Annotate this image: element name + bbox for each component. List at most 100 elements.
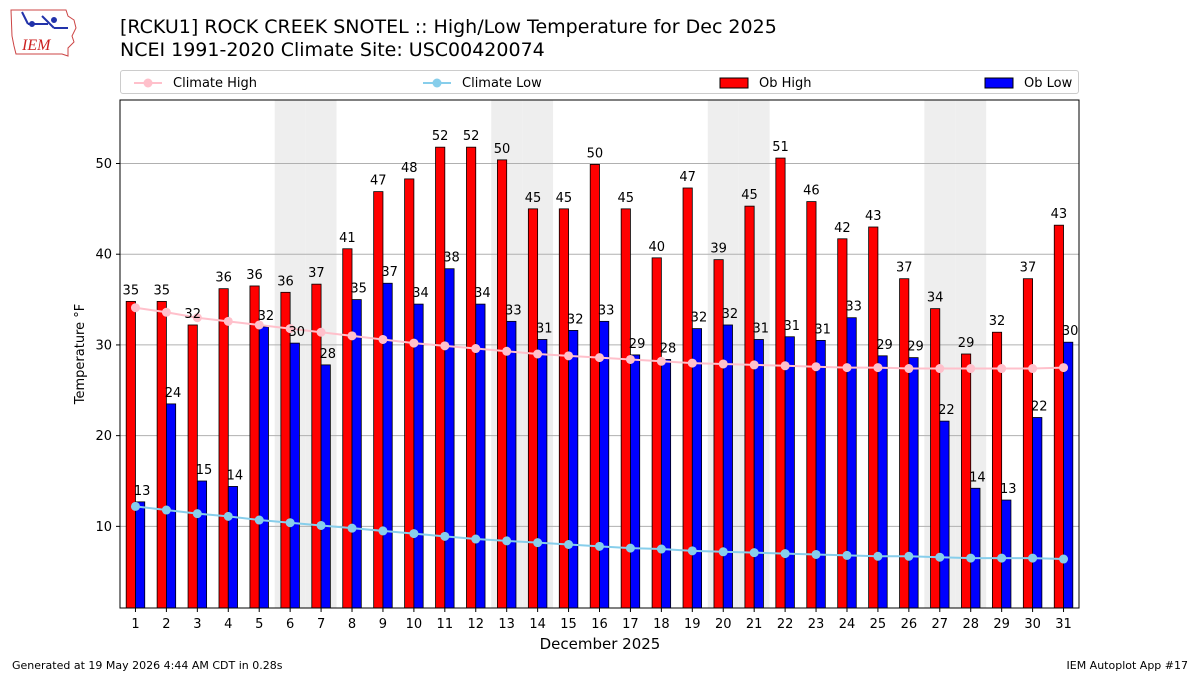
ob-high-value-label: 45 <box>741 188 758 203</box>
climate-high-point <box>316 327 326 337</box>
x-tick-label: 2 <box>162 617 170 632</box>
ob-low-bar <box>599 320 610 609</box>
chart-title: [RCKU1] ROCK CREEK SNOTEL :: High/Low Te… <box>120 16 777 38</box>
legend-item-ob-high: Ob High <box>719 74 812 92</box>
x-tick-label: 19 <box>684 617 701 632</box>
ob-low-value-label: 32 <box>567 312 584 327</box>
ob-high-bar <box>156 300 167 609</box>
ob-high-value-label: 32 <box>184 307 201 322</box>
ob-low-bar <box>1063 341 1074 609</box>
ob-low-value-label: 32 <box>722 307 739 322</box>
ob-low-value-label: 29 <box>907 340 924 355</box>
x-axis-label: December 2025 <box>540 635 661 653</box>
climate-low-point <box>842 550 852 560</box>
legend-label-climate-high: Climate High <box>173 75 258 91</box>
climate-low-point <box>1028 553 1038 563</box>
climate-high-point <box>842 363 852 373</box>
climate-high-point <box>997 364 1007 374</box>
climate-low-point <box>1059 554 1069 564</box>
x-tick-label: 16 <box>591 617 608 632</box>
climate-high-point <box>811 362 821 372</box>
ob-low-bar <box>753 339 764 609</box>
ob-low-bar <box>568 330 579 609</box>
x-tick-label: 27 <box>932 617 949 632</box>
climate-low-point <box>502 536 512 546</box>
ob-high-value-label: 50 <box>587 146 604 161</box>
ob-low-value-label: 29 <box>629 337 646 352</box>
ob-low-value-label: 32 <box>258 309 275 324</box>
climate-high-point <box>192 313 202 323</box>
ob-high-value-label: 52 <box>463 129 480 144</box>
ob-high-value-label: 50 <box>494 142 511 157</box>
legend: Climate High Climate Low Ob High Ob Low <box>120 70 1079 94</box>
climate-low-point <box>285 518 295 528</box>
x-tick-label: 4 <box>224 617 232 632</box>
ob-low-bar <box>320 364 331 609</box>
y-tick-label: 20 <box>95 429 112 444</box>
y-tick-label: 10 <box>95 520 112 535</box>
ob-high-bar <box>342 248 353 609</box>
x-tick-label: 26 <box>901 617 918 632</box>
climate-high-point <box>966 364 976 374</box>
ob-high-bar <box>651 257 662 609</box>
climate-high-point <box>935 364 945 374</box>
ob-high-value-label: 43 <box>865 209 882 224</box>
ob-high-value-label: 34 <box>927 291 944 306</box>
climate-low-swatch-icon <box>423 78 451 88</box>
ob-low-bar <box>970 487 981 609</box>
ob-low-value-label: 13 <box>134 484 151 499</box>
climate-high-point <box>687 358 697 368</box>
ob-low-value-label: 38 <box>443 251 460 266</box>
ob-low-bar <box>289 342 300 609</box>
ob-low-value-label: 22 <box>938 403 955 418</box>
ob-low-bar <box>382 282 393 609</box>
climate-high-point <box>130 303 140 313</box>
climate-low-point <box>471 534 481 544</box>
footer-generated: Generated at 19 May 2026 4:44 AM CDT in … <box>12 659 283 672</box>
climate-high-point <box>780 361 790 371</box>
ob-low-bar <box>444 268 455 609</box>
climate-high-point <box>378 334 388 344</box>
y-tick-label: 40 <box>95 248 112 263</box>
ob-high-bar <box>930 308 941 609</box>
bar-value-labels: 35 13 35 24 32 15 36 14 36 32 36 30 37 28 41 35 47 37 48 34… <box>123 129 1079 499</box>
ob-high-bar <box>589 164 600 609</box>
ob-high-bar <box>775 157 786 609</box>
ob-high-value-label: 37 <box>1020 261 1037 276</box>
climate-low-point <box>966 553 976 563</box>
ob-low-bar <box>351 299 362 609</box>
ob-high-bar <box>1053 224 1064 609</box>
ob-low-value-label: 30 <box>289 325 306 340</box>
ob-low-value-label: 31 <box>753 321 770 336</box>
ob-high-bar <box>249 285 260 609</box>
climate-low-point <box>440 531 450 541</box>
ob-low-value-label: 14 <box>227 468 244 483</box>
ob-low-bar <box>877 355 888 609</box>
x-tick-label: 13 <box>498 617 515 632</box>
ob-low-value-label: 34 <box>412 286 429 301</box>
ob-high-value-label: 45 <box>525 191 542 206</box>
x-tick-label: 20 <box>715 617 732 632</box>
ob-low-value-label: 35 <box>350 282 367 297</box>
ob-low-bar <box>846 317 857 609</box>
climate-low-point <box>873 551 883 561</box>
x-tick-label: 5 <box>255 617 263 632</box>
x-tick-label: 31 <box>1055 617 1072 632</box>
ob-low-bar <box>784 336 795 609</box>
x-tick-label: 12 <box>467 617 484 632</box>
ob-low-bar <box>258 326 269 609</box>
y-tick-label: 30 <box>95 338 112 353</box>
climate-high-point <box>347 331 357 341</box>
climate-high-point <box>285 324 295 334</box>
ob-high-value-label: 52 <box>432 129 449 144</box>
x-tick-label: 3 <box>193 617 201 632</box>
ob-low-value-label: 29 <box>876 338 893 353</box>
climate-high-point <box>718 359 728 369</box>
ob-high-value-label: 45 <box>556 191 573 206</box>
x-tick-label: 29 <box>993 617 1010 632</box>
x-tick-label: 6 <box>286 617 294 632</box>
climate-low-point <box>625 543 635 553</box>
climate-high-point <box>161 307 171 317</box>
